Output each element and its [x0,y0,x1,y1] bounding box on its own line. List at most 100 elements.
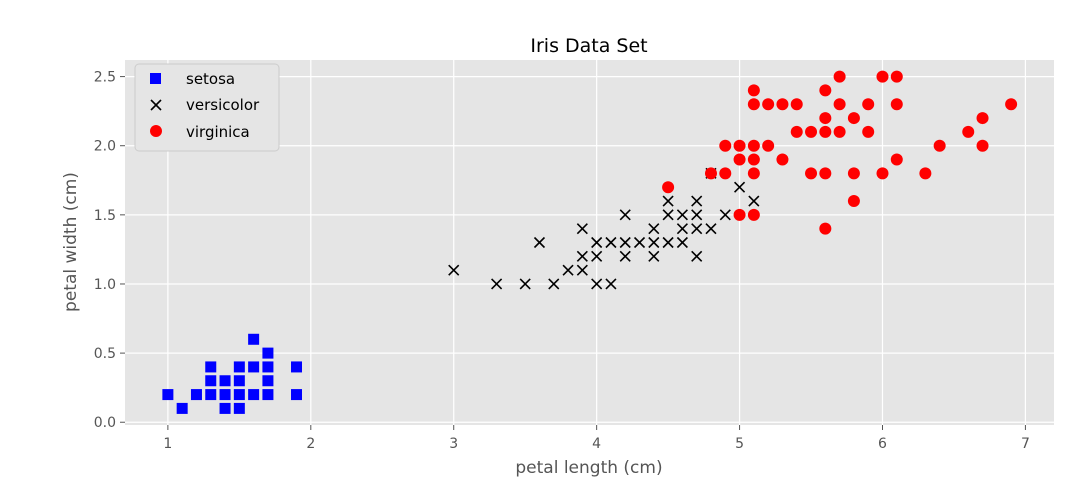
point-virginica [833,125,846,138]
point-setosa [291,389,303,401]
point-virginica [747,98,760,111]
point-versicolor [619,209,631,221]
point-virginica [890,153,903,166]
point-versicolor [719,209,731,221]
point-versicolor [562,264,574,276]
point-setosa [205,389,217,401]
point-setosa [219,389,231,401]
point-setosa [291,361,303,373]
point-versicolor [676,209,688,221]
x-tick-label: 4 [592,436,601,452]
point-versicolor [448,264,460,276]
point-versicolor [491,278,503,290]
point-setosa [162,389,174,401]
point-virginica [833,70,846,83]
point-versicolor [691,195,703,207]
point-versicolor [633,236,646,249]
legend-marker-setosa [150,73,161,84]
gridlines [125,60,1054,425]
point-setosa [190,389,202,401]
y-tick-label: 0.0 [94,415,116,431]
point-virginica [819,112,832,125]
point-versicolor [591,250,603,262]
legend-label-virginica: virginica [186,123,250,141]
point-virginica [733,139,746,152]
chart-title: Iris Data Set [530,35,647,57]
point-versicolor [662,195,674,207]
point-virginica [933,139,946,152]
point-virginica [776,98,789,111]
point-versicolor [576,250,588,262]
point-versicolor [605,236,617,249]
point-versicolor [734,181,746,193]
legend-marker-versicolor [150,99,162,111]
point-virginica [847,167,860,180]
point-virginica [762,139,775,152]
point-versicolor [662,236,674,249]
y-tick-label: 1.0 [94,277,116,293]
point-virginica [890,70,903,83]
point-versicolor [662,209,674,221]
point-virginica [919,167,932,180]
legend-label-setosa: setosa [186,70,235,88]
point-virginica [719,167,732,180]
x-tick-label: 7 [1021,436,1030,452]
point-virginica [876,70,889,83]
point-setosa [233,361,245,373]
legend: setosa versicolor virginica [134,63,280,152]
data-points [162,70,1018,414]
point-versicolor [591,278,603,290]
point-versicolor [648,223,660,235]
point-setosa [262,347,274,359]
point-virginica [819,84,832,97]
y-tick-label: 0.5 [94,346,116,362]
point-virginica [733,153,746,166]
point-versicolor [676,236,688,249]
point-virginica [805,125,818,138]
x-tick-label: 2 [306,436,315,452]
tick-marks [120,76,1026,430]
point-setosa [219,402,231,414]
series-versicolor [448,167,760,290]
point-virginica [847,112,860,125]
point-setosa [205,375,217,387]
point-setosa [262,375,274,387]
point-virginica [704,167,717,180]
point-virginica [890,98,903,111]
point-virginica [819,222,832,235]
point-setosa [233,389,245,401]
point-virginica [733,208,746,221]
point-virginica [747,139,760,152]
point-virginica [876,167,889,180]
point-versicolor [605,278,617,290]
point-setosa [262,389,274,401]
point-versicolor [676,223,688,235]
y-tick-label: 2.0 [94,139,116,155]
point-setosa [176,402,188,414]
point-virginica [747,153,760,166]
point-versicolor [648,250,660,262]
point-virginica [776,153,789,166]
point-setosa [248,361,260,373]
point-setosa [219,375,231,387]
x-tick-label: 5 [735,436,744,452]
point-virginica [662,181,675,194]
point-virginica [976,112,989,125]
point-versicolor [691,250,703,262]
point-setosa [262,361,274,373]
point-virginica [862,125,875,138]
point-virginica [790,98,803,111]
point-virginica [819,125,832,138]
legend-marker-virginica [150,125,162,137]
point-setosa [248,389,260,401]
y-tick-label: 1.5 [94,208,116,224]
point-versicolor [748,195,760,207]
plot-background [125,60,1054,425]
x-tick-label: 3 [449,436,458,452]
point-versicolor [705,223,717,235]
point-virginica [805,167,818,180]
point-virginica [747,84,760,97]
point-versicolor [576,264,588,276]
point-versicolor [576,223,588,235]
